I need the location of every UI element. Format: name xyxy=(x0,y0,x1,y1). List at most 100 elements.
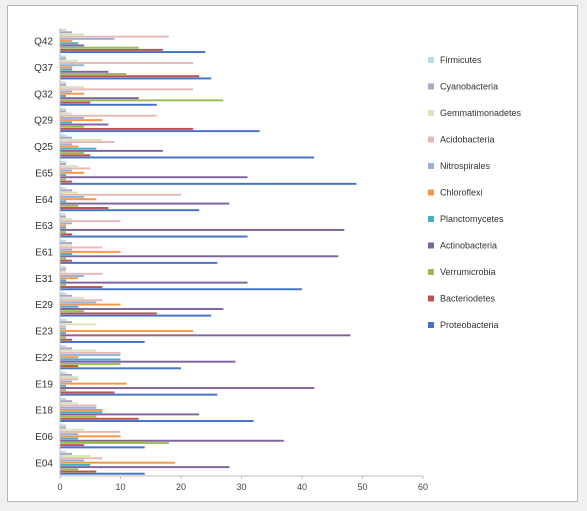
bar-Q32-cyanobacteria xyxy=(60,83,67,86)
bar-E18-nitrospirales xyxy=(60,406,97,409)
bar-E65-firmicutes xyxy=(60,160,67,163)
bar-E18-actinobacteria xyxy=(60,413,200,416)
bar-E64-proteobacteria xyxy=(60,209,200,212)
bar-E23-acidobacteria xyxy=(60,325,67,328)
category-label: E23 xyxy=(35,327,53,338)
bar-Q42-actinobacteria xyxy=(60,44,85,47)
bar-E64-planctomycetes xyxy=(60,200,67,203)
legend-swatch-firmicutes xyxy=(428,57,434,63)
bar-E29-proteobacteria xyxy=(60,314,212,317)
bar-E18-verrumicrobia xyxy=(60,415,97,418)
bar-E65-cyanobacteria xyxy=(60,163,67,165)
bar-E31-bacteriodetes xyxy=(60,286,103,289)
bar-Q42-chloroflexi xyxy=(60,40,73,43)
bar-E29-planctomycetes xyxy=(60,305,79,308)
bar-E63-cyanobacteria xyxy=(60,215,67,218)
bar-E06-actinobacteria xyxy=(60,439,284,442)
legend-swatch-nitrospirales xyxy=(428,163,434,169)
legend-label-cyanobacteria: Cyanobacteria xyxy=(440,82,498,92)
bar-Q32-planctomycetes xyxy=(60,94,67,97)
legend-label-bacteriodetes: Bacteriodetes xyxy=(440,294,496,304)
bar-E61-gemmatimonadetes xyxy=(60,244,73,247)
bar-Q29-proteobacteria xyxy=(60,130,260,133)
bar-E18-planctomycetes xyxy=(60,411,103,414)
bar-Q32-verrumicrobia xyxy=(60,99,224,102)
bar-Q29-cyanobacteria xyxy=(60,110,67,113)
bar-Q32-chloroflexi xyxy=(60,92,85,95)
category-label: Q32 xyxy=(34,89,53,100)
category-label: E04 xyxy=(35,458,53,469)
bar-E18-acidobacteria xyxy=(60,404,97,407)
bar-Q25-chloroflexi xyxy=(60,145,79,148)
bar-Q25-actinobacteria xyxy=(60,149,163,152)
category-label: E19 xyxy=(35,379,53,390)
category-label: E06 xyxy=(35,432,53,443)
bar-E04-proteobacteria xyxy=(60,472,145,475)
bar-E63-firmicutes xyxy=(60,213,67,216)
bar-E64-bacteriodetes xyxy=(60,207,109,209)
bar-E06-gemmatimonadetes xyxy=(60,428,85,431)
bar-E61-acidobacteria xyxy=(60,246,103,249)
bar-Q42-gemmatimonadetes xyxy=(60,33,85,36)
bar-E18-gemmatimonadetes xyxy=(60,402,79,405)
bar-Q29-bacteriodetes xyxy=(60,127,194,130)
bar-E18-bacteriodetes xyxy=(60,417,139,420)
category-label: Q42 xyxy=(34,37,53,48)
bar-E19-nitrospirales xyxy=(60,380,73,383)
bar-E23-firmicutes xyxy=(60,318,67,321)
legend-label-planctomycetes: Planctomycetes xyxy=(440,214,504,224)
bar-Q42-proteobacteria xyxy=(60,51,206,54)
bar-E64-verrumicrobia xyxy=(60,204,79,207)
bar-Q37-planctomycetes xyxy=(60,68,73,71)
bar-E29-bacteriodetes xyxy=(60,312,157,315)
bar-E18-chloroflexi xyxy=(60,409,103,411)
bar-E06-bacteriodetes xyxy=(60,444,85,447)
legend-label-gemmatimonadetes: Gemmatimonadetes xyxy=(440,108,522,118)
bar-Q25-bacteriodetes xyxy=(60,154,91,157)
bar-Q32-firmicutes xyxy=(60,81,67,84)
bar-Q37-actinobacteria xyxy=(60,70,109,73)
bar-E22-proteobacteria xyxy=(60,367,181,370)
bar-E22-bacteriodetes xyxy=(60,365,79,368)
bar-E23-proteobacteria xyxy=(60,340,145,343)
bar-E64-nitrospirales xyxy=(60,195,85,198)
legend-swatch-cyanobacteria xyxy=(428,83,434,90)
bar-Q29-planctomycetes xyxy=(60,121,73,124)
bar-E61-cyanobacteria xyxy=(60,242,73,245)
bar-Q25-firmicutes xyxy=(60,134,67,137)
bar-E65-planctomycetes xyxy=(60,174,67,176)
bar-E19-gemmatimonadetes xyxy=(60,376,79,378)
bar-Q29-acidobacteria xyxy=(60,114,157,117)
category-label: Q29 xyxy=(34,116,53,127)
bar-E29-cyanobacteria xyxy=(60,294,73,297)
legend-label-acidobacteria: Acidobacteria xyxy=(440,135,495,145)
bar-E22-gemmatimonadetes xyxy=(60,349,97,352)
bar-Q42-nitrospirales xyxy=(60,37,115,40)
bar-Q42-verrumicrobia xyxy=(60,46,139,49)
bar-Q25-nitrospirales xyxy=(60,143,73,146)
bar-Q25-planctomycetes xyxy=(60,147,97,150)
bar-E61-chloroflexi xyxy=(60,250,121,253)
bar-E04-firmicutes xyxy=(60,450,67,453)
bar-E19-firmicutes xyxy=(60,371,67,374)
bar-E19-verrumicrobia xyxy=(60,389,67,392)
bar-E63-chloroflexi xyxy=(60,224,67,227)
bar-E06-chloroflexi xyxy=(60,435,121,438)
bar-E06-verrumicrobia xyxy=(60,441,169,444)
bar-E63-actinobacteria xyxy=(60,228,345,231)
bar-E61-firmicutes xyxy=(60,239,67,242)
bar-E29-chloroflexi xyxy=(60,303,121,306)
legend-swatch-actinobacteria xyxy=(428,242,434,249)
bar-E31-verrumicrobia xyxy=(60,283,67,286)
bar-E04-gemmatimonadetes xyxy=(60,455,91,458)
bar-Q37-firmicutes xyxy=(60,55,67,58)
chart-frame: E04 E06 E18 E19 E22 E23 E29 E31 E61 E63 E64 E65 Q25 Q… xyxy=(7,5,578,502)
bar-E31-planctomycetes xyxy=(60,279,67,282)
bar-E22-acidobacteria xyxy=(60,351,121,354)
bar-E31-proteobacteria xyxy=(60,288,302,291)
bar-E31-firmicutes xyxy=(60,266,67,269)
bar-E22-chloroflexi xyxy=(60,356,79,359)
bar-E31-gemmatimonadetes xyxy=(60,270,67,273)
bar-E19-acidobacteria xyxy=(60,378,79,381)
bar-E23-gemmatimonadetes xyxy=(60,323,97,326)
